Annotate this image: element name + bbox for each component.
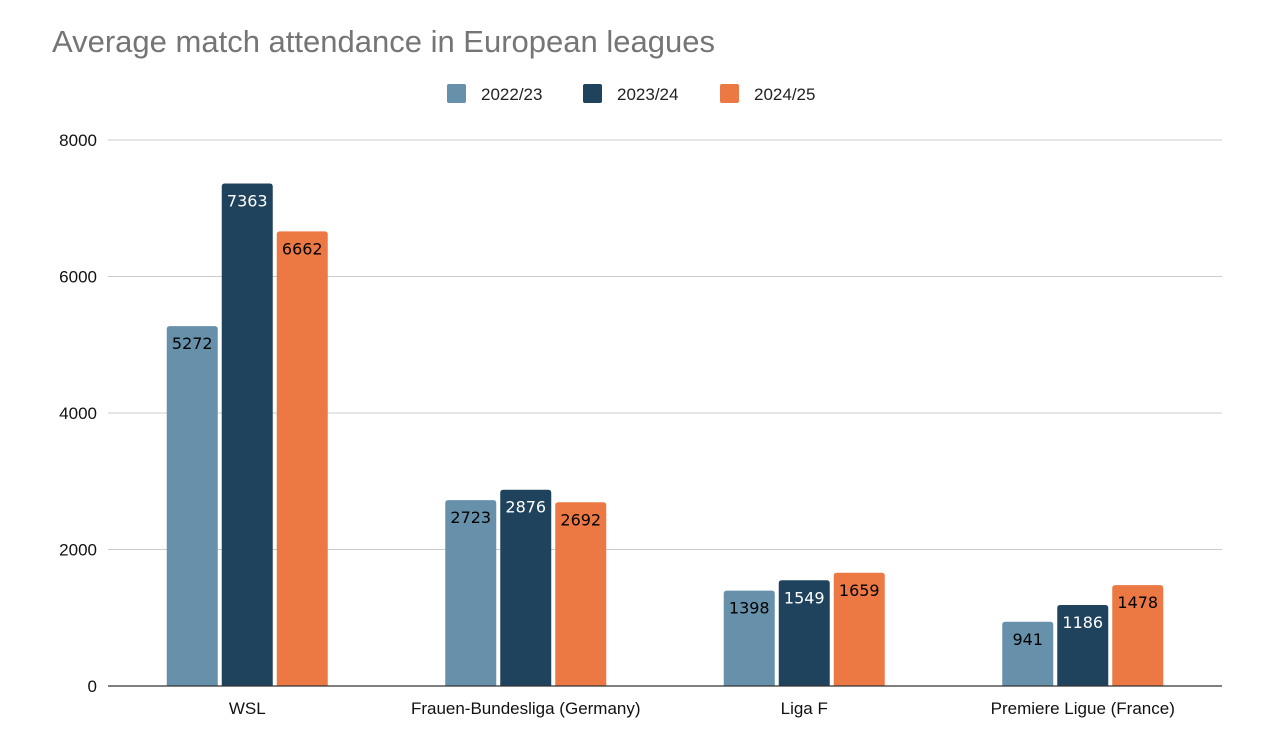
bar bbox=[1057, 605, 1109, 686]
y-tick-label: 6000 bbox=[59, 268, 97, 287]
data-label: 5272 bbox=[172, 334, 213, 353]
x-tick-label: Premiere Ligue (France) bbox=[991, 699, 1175, 718]
data-label: 2692 bbox=[560, 510, 601, 529]
y-tick-label: 4000 bbox=[59, 404, 97, 423]
bar bbox=[221, 183, 273, 686]
gridlines bbox=[108, 139, 1222, 550]
legend-label: 2024/25 bbox=[754, 85, 815, 104]
data-labels: 5272 7363 6662 2723 2876 2692 1398 1549 1659 941 1… bbox=[172, 191, 1158, 648]
legend-item: 2023/24 bbox=[583, 84, 678, 104]
legend-swatch bbox=[720, 84, 739, 103]
data-label: 941 bbox=[1012, 630, 1043, 649]
bar bbox=[445, 500, 497, 686]
data-label: 1186 bbox=[1062, 613, 1103, 632]
chart-title: Average match attendance in European lea… bbox=[52, 24, 715, 59]
y-tick-label: 0 bbox=[88, 677, 97, 696]
legend-swatch bbox=[447, 84, 466, 103]
bar bbox=[723, 590, 775, 686]
legend-item: 2022/23 bbox=[447, 84, 542, 104]
bar bbox=[555, 502, 607, 686]
data-label: 2723 bbox=[450, 508, 491, 527]
x-tick-label: Liga F bbox=[781, 699, 828, 718]
bar bbox=[276, 231, 328, 687]
bar bbox=[166, 326, 218, 686]
x-axis-ticks: WSL Frauen-Bundesliga (Germany) Liga F Prem… bbox=[229, 699, 1175, 718]
bar bbox=[1112, 585, 1164, 686]
bar bbox=[1002, 621, 1054, 686]
bar bbox=[778, 580, 830, 686]
legend-label: 2022/23 bbox=[481, 85, 542, 104]
x-tick-label: Frauen-Bundesliga (Germany) bbox=[411, 699, 641, 718]
data-label: 1659 bbox=[839, 581, 880, 600]
data-label: 2876 bbox=[505, 498, 546, 517]
legend-label: 2023/24 bbox=[617, 85, 678, 104]
bars bbox=[166, 183, 1164, 687]
legend-swatch bbox=[583, 84, 602, 103]
data-label: 1478 bbox=[1117, 593, 1158, 612]
y-tick-label: 8000 bbox=[59, 131, 97, 150]
x-tick-label: WSL bbox=[229, 699, 266, 718]
bar bbox=[833, 572, 885, 686]
data-label: 7363 bbox=[227, 191, 268, 210]
data-label: 1549 bbox=[784, 588, 825, 607]
legend: 2022/23 2023/24 2024/25 bbox=[447, 84, 815, 104]
legend-item: 2024/25 bbox=[720, 84, 815, 104]
y-tick-label: 2000 bbox=[59, 541, 97, 560]
data-label: 6662 bbox=[282, 239, 323, 258]
y-axis-ticks: 0 2000 4000 6000 8000 bbox=[59, 131, 97, 696]
bar bbox=[500, 489, 552, 686]
data-label: 1398 bbox=[729, 599, 770, 618]
